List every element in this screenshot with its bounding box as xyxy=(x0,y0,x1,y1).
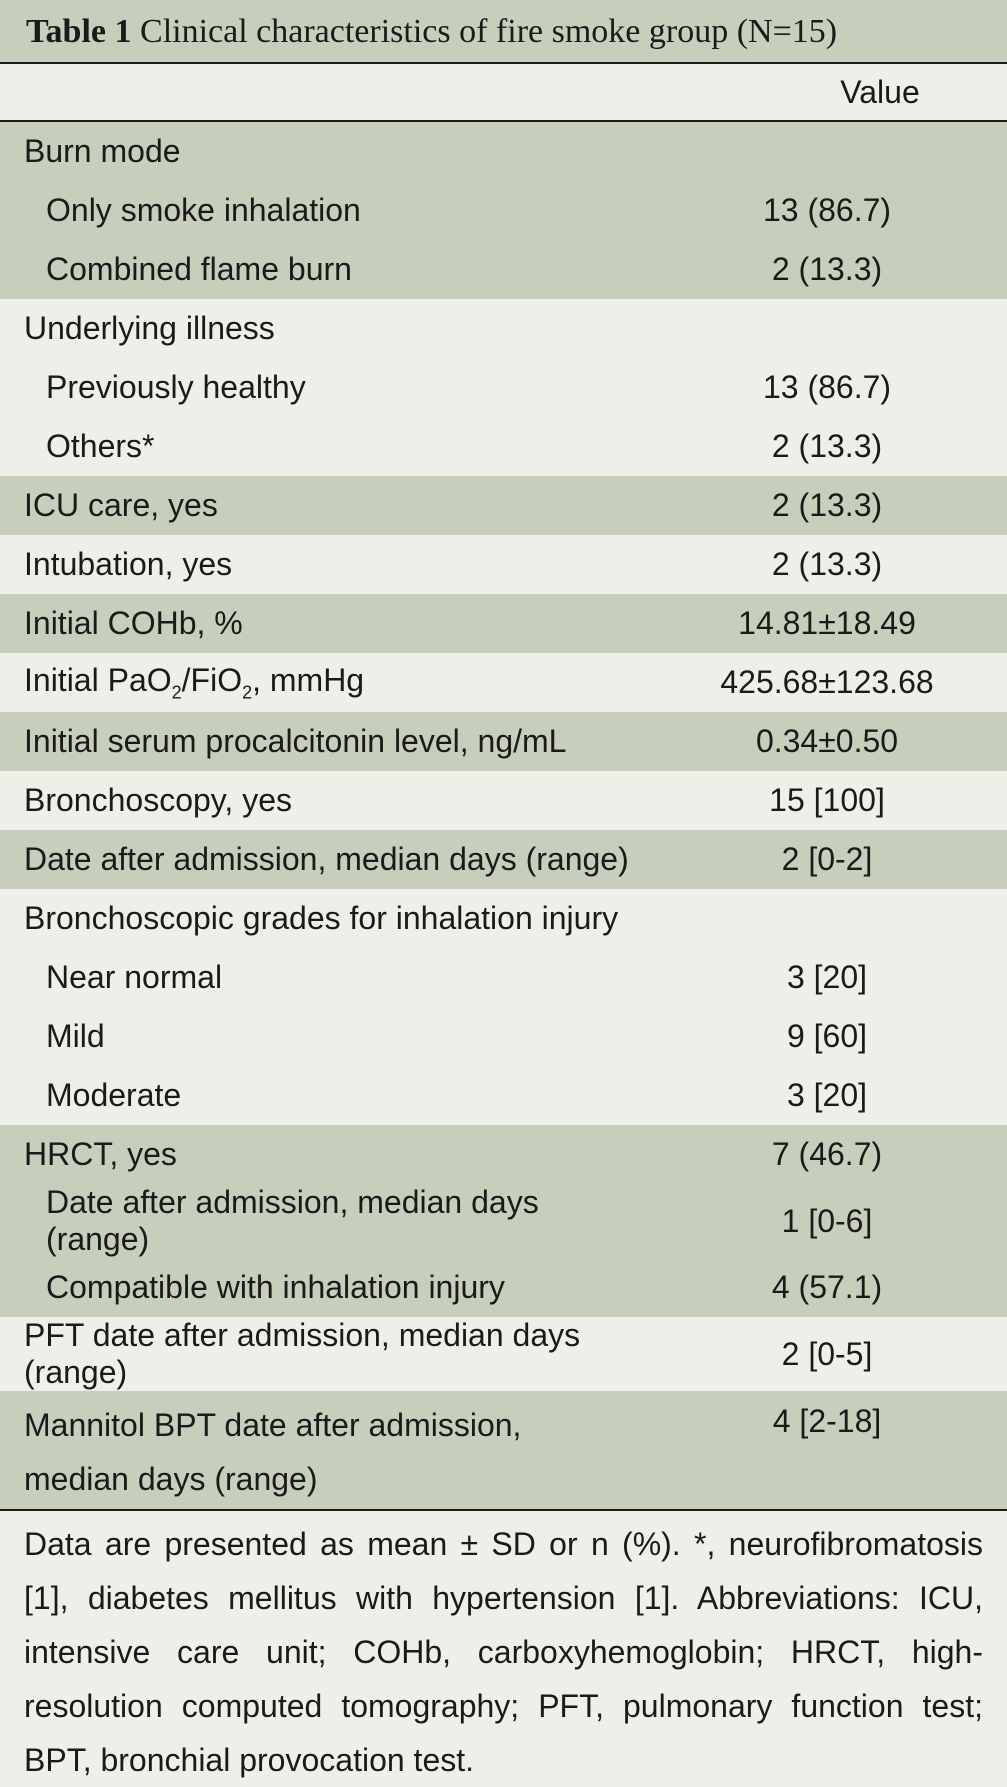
row-value: 425.68±123.68 xyxy=(720,664,934,700)
row-value: 0.34±0.50 xyxy=(755,723,899,759)
row-value: 7 (46.7) xyxy=(771,1136,883,1172)
row-value: 2 (13.3) xyxy=(771,546,883,582)
row-value: 3 [20] xyxy=(786,1077,868,1113)
table-row: Moderate 3 [20] xyxy=(0,1066,1007,1125)
row-label: Compatible with inhalation injury xyxy=(46,1269,505,1305)
characteristics-table: Burn mode Only smoke inhalation 13 (86.7) C… xyxy=(0,122,1007,1509)
row-value: 2 [0-2] xyxy=(781,841,873,877)
table-body: Burn mode Only smoke inhalation 13 (86.7) C… xyxy=(0,122,1007,1509)
table-title: Table 1 Clinical characteristics of fire… xyxy=(0,0,1007,64)
table-title-text: Clinical characteristics of fire smoke g… xyxy=(140,13,838,50)
table-row: Burn mode xyxy=(0,122,1007,181)
table-row: Mannitol BPT date after admission, media… xyxy=(0,1391,1007,1509)
row-value: 3 [20] xyxy=(786,959,868,995)
row-value: 2 (13.3) xyxy=(771,487,883,523)
table-row: Compatible with inhalation injury 4 (57.1… xyxy=(0,1258,1007,1317)
row-label: Intubation, yes xyxy=(24,546,233,582)
table-row: Bronchoscopy, yes 15 [100] xyxy=(0,771,1007,830)
row-value: 14.81±18.49 xyxy=(738,605,916,641)
table-row: Date after admission, median days (range… xyxy=(0,1184,1007,1258)
table-row: Date after admission, median days (range… xyxy=(0,830,1007,889)
row-value xyxy=(647,889,1007,948)
row-value: 4 [2-18] xyxy=(772,1403,882,1439)
row-value: 2 [0-5] xyxy=(781,1335,873,1372)
table-row: Initial serum procalcitonin level, ng/mL… xyxy=(0,712,1007,771)
row-label: Initial PaO2/FiO2, mmHg xyxy=(24,661,365,703)
row-label: Initial COHb, % xyxy=(24,605,243,641)
table-row: ICU care, yes 2 (13.3) xyxy=(0,476,1007,535)
row-label: Burn mode xyxy=(24,133,181,169)
table-row: Previously healthy 13 (86.7) xyxy=(0,358,1007,417)
row-label: Mild xyxy=(46,1018,105,1054)
value-column-header: Value xyxy=(840,74,920,110)
table-row: Others* 2 (13.3) xyxy=(0,417,1007,476)
table-footnote: Data are presented as mean ± SD or n (%)… xyxy=(24,1526,983,1778)
table-header-row: Value xyxy=(0,64,1007,122)
row-label: Near normal xyxy=(46,959,223,995)
row-label: Previously healthy xyxy=(46,369,306,405)
row-value xyxy=(647,299,1007,358)
row-label: Date after admission, median days (range… xyxy=(24,841,629,877)
row-value: 4 (57.1) xyxy=(771,1269,883,1305)
row-value xyxy=(647,122,1007,181)
row-value: 9 [60] xyxy=(786,1018,868,1054)
table-row: Intubation, yes 2 (13.3) xyxy=(0,535,1007,594)
row-label: HRCT, yes xyxy=(24,1136,177,1172)
row-value: 13 (86.7) xyxy=(762,369,892,405)
table-row: Mild 9 [60] xyxy=(0,1007,1007,1066)
row-value: 2 (13.3) xyxy=(771,428,883,464)
table-row: Initial COHb, % 14.81±18.49 xyxy=(0,594,1007,653)
row-label: Initial serum procalcitonin level, ng/mL xyxy=(24,723,567,759)
row-label: Date after admission, median days (range… xyxy=(46,1184,539,1257)
row-value: 13 (86.7) xyxy=(762,192,892,228)
row-label: Moderate xyxy=(46,1077,182,1113)
row-label: Only smoke inhalation xyxy=(46,192,361,228)
row-value: 2 (13.3) xyxy=(771,251,883,287)
table-row: PFT date after admission, median days (r… xyxy=(0,1317,1007,1391)
table-row: Near normal 3 [20] xyxy=(0,948,1007,1007)
table-title-label: Table 1 xyxy=(26,13,132,50)
row-label: Bronchoscopic grades for inhalation inju… xyxy=(24,900,619,936)
row-label: Mannitol BPT date after admission, media… xyxy=(24,1407,522,1497)
table-bottom-rule xyxy=(0,1509,1007,1511)
row-label: Combined flame burn xyxy=(46,251,352,287)
row-label: PFT date after admission, median days (r… xyxy=(24,1317,581,1390)
table-row: Bronchoscopic grades for inhalation inju… xyxy=(0,889,1007,948)
table-row: HRCT, yes 7 (46.7) xyxy=(0,1125,1007,1184)
row-label: ICU care, yes xyxy=(24,487,218,523)
row-label: Underlying illness xyxy=(24,310,275,346)
row-value: 15 [100] xyxy=(769,782,885,818)
table-row: Combined flame burn 2 (13.3) xyxy=(0,240,1007,299)
row-value: 1 [0-6] xyxy=(781,1202,873,1239)
table-row: Underlying illness xyxy=(0,299,1007,358)
table-row: Only smoke inhalation 13 (86.7) xyxy=(0,181,1007,240)
table-row: Initial PaO2/FiO2, mmHg 425.68±123.68 xyxy=(0,653,1007,712)
row-label: Bronchoscopy, yes xyxy=(24,782,292,818)
row-label: Others* xyxy=(46,428,155,464)
